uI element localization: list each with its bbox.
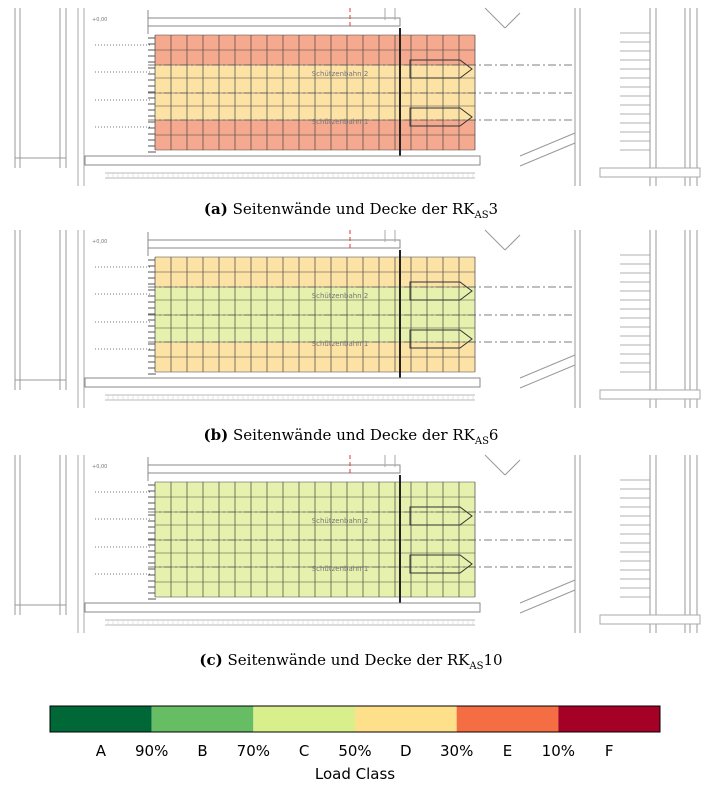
figure: +0,00 Schützenbahn 2 Schützenbahn 1 +0,00 Sc… <box>0 0 702 785</box>
caption-part: 10 <box>483 651 502 669</box>
lane-label: Schützenbahn 2 <box>312 70 369 78</box>
plan-line <box>485 455 505 475</box>
threshold-label: 30% <box>440 742 473 760</box>
legend-title: Load Class <box>315 765 395 783</box>
lane-label: Schützenbahn 2 <box>312 517 369 525</box>
caption-part: Seitenwände und Decke der RK <box>233 426 475 444</box>
plan-line <box>520 365 575 388</box>
level-label: +0,00 <box>92 239 107 245</box>
caption-part: (c) <box>199 651 222 669</box>
threshold-label: 50% <box>338 742 371 760</box>
class-label: C <box>299 742 309 760</box>
class-label: A <box>96 742 107 760</box>
wall <box>148 18 400 26</box>
plan-line <box>520 133 575 156</box>
plan-line <box>505 235 520 250</box>
class-label: D <box>400 742 412 760</box>
class-label: E <box>503 742 512 760</box>
wall <box>600 390 700 399</box>
wall <box>148 465 400 473</box>
threshold-label: 70% <box>237 742 270 760</box>
colorbar-segment <box>50 706 152 732</box>
caption: (b) Seitenwände und Decke der RKAS6 <box>0 426 702 447</box>
colorbar: A B C D E F 90% 70% 50% 30% 10% Load Class <box>50 706 660 783</box>
wall <box>600 615 700 624</box>
caption-part: AS <box>474 210 488 221</box>
wall <box>85 156 480 165</box>
plan-line <box>505 460 520 475</box>
plan-line <box>485 8 505 28</box>
plan-line <box>520 355 575 378</box>
threshold-label: 10% <box>542 742 575 760</box>
colorbar-segment <box>457 706 559 732</box>
wall <box>148 240 400 248</box>
floor-plan: +0,00 Schützenbahn 2 Schützenbahn 1 <box>15 230 700 408</box>
plan-line <box>505 13 520 28</box>
lane-label: Schützenbahn 1 <box>312 340 369 348</box>
lane-label: Schützenbahn 1 <box>312 118 369 126</box>
lane-label: Schützenbahn 1 <box>312 565 369 573</box>
colorbar-segment <box>558 706 660 732</box>
colorbar-segment <box>355 706 457 732</box>
plan-line <box>485 230 505 250</box>
page: +0,00 Schützenbahn 2 Schützenbahn 1 +0,00 Sc… <box>0 0 702 785</box>
class-label: B <box>197 742 207 760</box>
level-label: +0,00 <box>92 17 107 23</box>
lane-label: Schützenbahn 2 <box>312 292 369 300</box>
level-label: +0,00 <box>92 464 107 470</box>
caption: (a) Seitenwände und Decke der RKAS3 <box>0 200 702 221</box>
wall <box>600 168 700 177</box>
colorbar-segment <box>253 706 355 732</box>
plan-line <box>520 143 575 166</box>
caption-part: (a) <box>204 200 228 218</box>
class-label: F <box>605 742 614 760</box>
caption-part: (b) <box>204 426 229 444</box>
caption: (c) Seitenwände und Decke der RKAS10 <box>0 651 702 672</box>
caption-part: 6 <box>489 426 499 444</box>
threshold-label: 90% <box>135 742 168 760</box>
floor-plan: +0,00 Schützenbahn 2 Schützenbahn 1 <box>15 8 700 186</box>
wall <box>85 378 480 387</box>
caption-part: Seitenwände und Decke der RK <box>233 200 475 218</box>
wall <box>85 603 480 612</box>
caption-part: AS <box>469 661 483 672</box>
plan-line <box>520 590 575 613</box>
caption-part: 3 <box>489 200 499 218</box>
colorbar-segment <box>152 706 254 732</box>
caption-part: Seitenwände und Decke der RK <box>228 651 470 669</box>
floor-plan: +0,00 Schützenbahn 2 Schützenbahn 1 <box>15 455 700 633</box>
plan-line <box>520 580 575 603</box>
caption-part: AS <box>475 436 489 447</box>
